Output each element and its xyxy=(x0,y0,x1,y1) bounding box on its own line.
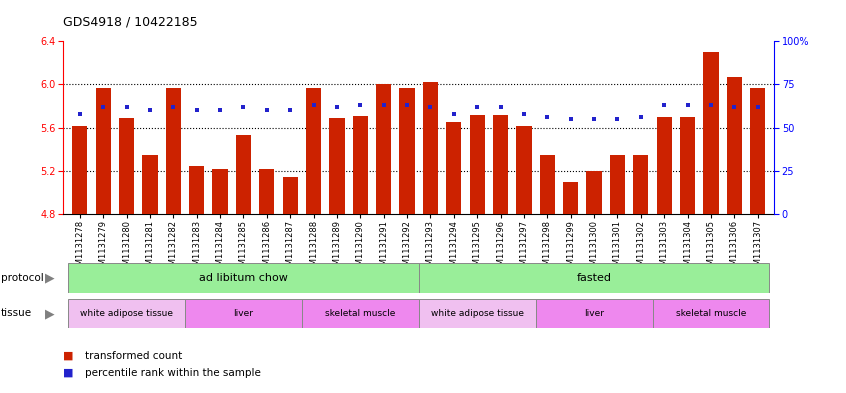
Bar xyxy=(212,169,228,214)
Bar xyxy=(610,155,625,214)
Bar xyxy=(419,263,769,293)
Bar xyxy=(142,155,157,214)
Point xyxy=(447,111,460,117)
Point xyxy=(354,102,367,108)
Text: transformed count: transformed count xyxy=(85,351,182,361)
Bar xyxy=(656,117,672,214)
Text: ▶: ▶ xyxy=(45,272,54,285)
Text: skeletal muscle: skeletal muscle xyxy=(676,309,746,318)
Point xyxy=(564,116,578,122)
Point xyxy=(681,102,695,108)
Point xyxy=(470,104,484,110)
Bar xyxy=(470,115,485,214)
Text: white adipose tissue: white adipose tissue xyxy=(431,309,524,318)
Text: ▶: ▶ xyxy=(45,307,54,320)
Point xyxy=(190,107,203,114)
Bar xyxy=(72,125,87,214)
Bar xyxy=(419,299,536,328)
Bar xyxy=(586,171,602,214)
Bar xyxy=(563,182,579,214)
Point xyxy=(143,107,157,114)
Text: ad libitum chow: ad libitum chow xyxy=(199,273,288,283)
Point xyxy=(541,114,554,121)
Bar xyxy=(190,165,204,214)
Point xyxy=(73,111,86,117)
Point xyxy=(611,116,624,122)
Point xyxy=(120,104,134,110)
Bar xyxy=(727,77,742,214)
Point xyxy=(704,102,717,108)
Bar xyxy=(283,177,298,214)
Bar xyxy=(259,169,274,214)
Text: tissue: tissue xyxy=(1,309,32,318)
Point xyxy=(237,104,250,110)
Point xyxy=(213,107,227,114)
Point xyxy=(728,104,741,110)
Text: ■: ■ xyxy=(63,367,74,378)
Bar xyxy=(306,88,321,214)
Point xyxy=(587,116,601,122)
Bar xyxy=(493,115,508,214)
Point xyxy=(400,102,414,108)
Point xyxy=(283,107,297,114)
Point xyxy=(167,104,180,110)
Text: percentile rank within the sample: percentile rank within the sample xyxy=(85,367,261,378)
Bar xyxy=(750,88,766,214)
Point xyxy=(751,104,765,110)
Bar xyxy=(540,155,555,214)
Point xyxy=(494,104,508,110)
Bar xyxy=(652,299,769,328)
Text: white adipose tissue: white adipose tissue xyxy=(80,309,173,318)
Bar xyxy=(69,299,185,328)
Bar xyxy=(96,88,111,214)
Text: fasted: fasted xyxy=(577,273,612,283)
Bar xyxy=(376,84,392,214)
Bar xyxy=(236,135,251,214)
Point xyxy=(377,102,391,108)
Point xyxy=(260,107,273,114)
Text: protocol: protocol xyxy=(1,273,44,283)
Bar xyxy=(119,118,135,214)
Point xyxy=(330,104,343,110)
Point xyxy=(96,104,110,110)
Bar xyxy=(69,263,419,293)
Bar xyxy=(680,117,695,214)
Bar xyxy=(302,299,419,328)
Point xyxy=(424,104,437,110)
Bar xyxy=(166,88,181,214)
Bar xyxy=(536,299,652,328)
Text: ■: ■ xyxy=(63,351,74,361)
Point xyxy=(634,114,647,121)
Text: skeletal muscle: skeletal muscle xyxy=(325,309,396,318)
Bar xyxy=(329,118,344,214)
Bar xyxy=(634,155,648,214)
Text: liver: liver xyxy=(584,309,604,318)
Bar xyxy=(423,82,438,214)
Text: GDS4918 / 10422185: GDS4918 / 10422185 xyxy=(63,16,198,29)
Bar xyxy=(446,122,461,214)
Bar xyxy=(703,52,718,214)
Text: liver: liver xyxy=(233,309,254,318)
Bar xyxy=(516,125,531,214)
Point xyxy=(307,102,321,108)
Bar xyxy=(399,88,415,214)
Point xyxy=(517,111,530,117)
Bar xyxy=(353,116,368,214)
Point xyxy=(657,102,671,108)
Bar xyxy=(185,299,302,328)
